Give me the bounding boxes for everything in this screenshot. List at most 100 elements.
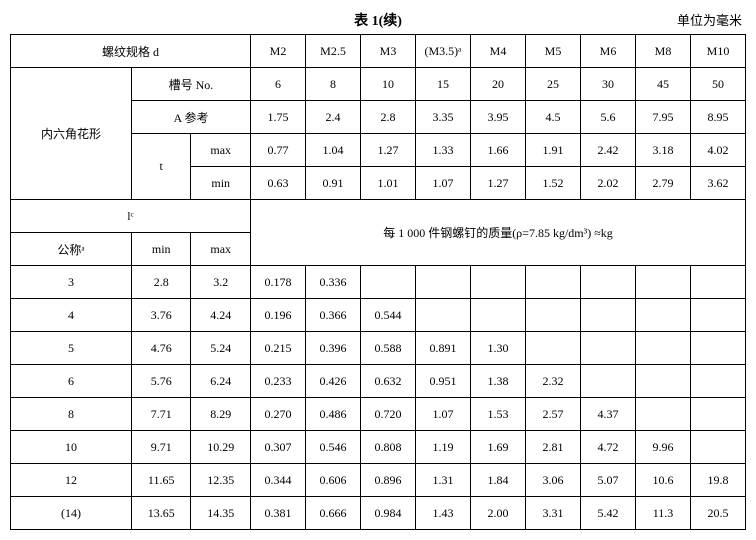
mass-val: 0.544: [361, 299, 416, 332]
mass-val: 0.720: [361, 398, 416, 431]
mass-val: [361, 266, 416, 299]
size-col: M4: [471, 35, 526, 68]
mass-val: [691, 299, 746, 332]
min-val: 13.65: [131, 497, 191, 530]
mass-val: 1.30: [471, 332, 526, 365]
nominal-val: (14): [11, 497, 132, 530]
slot-val: 8: [306, 68, 361, 101]
mass-val: 2.00: [471, 497, 526, 530]
mass-val: [636, 332, 691, 365]
t-min-val: 0.91: [306, 167, 361, 200]
mass-val: [471, 266, 526, 299]
mass-val: 19.8: [691, 464, 746, 497]
min-val: 9.71: [131, 431, 191, 464]
mass-val: 0.366: [306, 299, 361, 332]
thread-spec-header: 螺纹规格 d: [11, 35, 251, 68]
a-val: 4.5: [526, 101, 581, 134]
a-val: 1.75: [251, 101, 306, 134]
mass-val: 0.196: [251, 299, 306, 332]
max-val: 5.24: [191, 332, 251, 365]
t-max-label: max: [191, 134, 251, 167]
mass-val: [636, 365, 691, 398]
t-max-val: 2.42: [581, 134, 636, 167]
a-val: 3.95: [471, 101, 526, 134]
slot-val: 20: [471, 68, 526, 101]
mass-val: 3.31: [526, 497, 581, 530]
mass-val: 4.72: [581, 431, 636, 464]
lc-header: lᶜ: [11, 200, 251, 233]
nominal-val: 10: [11, 431, 132, 464]
mass-val: [691, 266, 746, 299]
slot-val: 50: [691, 68, 746, 101]
t-max-val: 1.04: [306, 134, 361, 167]
size-col: M10: [691, 35, 746, 68]
size-col: M3: [361, 35, 416, 68]
max-val: 3.2: [191, 266, 251, 299]
mass-val: [636, 398, 691, 431]
mass-val: [581, 299, 636, 332]
mass-val: 0.344: [251, 464, 306, 497]
max-val: 8.29: [191, 398, 251, 431]
mass-val: 3.06: [526, 464, 581, 497]
mass-val: [526, 332, 581, 365]
mass-val: 0.891: [416, 332, 471, 365]
size-col: M2.5: [306, 35, 361, 68]
a-val: 8.95: [691, 101, 746, 134]
mass-val: 4.37: [581, 398, 636, 431]
table-title: 表 1(续): [354, 10, 402, 30]
spec-table: 螺纹规格 dM2M2.5M3(M3.5)ᵃM4M5M6M8M10内六角花形槽号 …: [10, 34, 746, 530]
mass-val: [691, 332, 746, 365]
max-val: 14.35: [191, 497, 251, 530]
mass-val: 0.233: [251, 365, 306, 398]
mass-val: 0.307: [251, 431, 306, 464]
nominal-val: 12: [11, 464, 132, 497]
nominal-val: 5: [11, 332, 132, 365]
mass-val: 0.396: [306, 332, 361, 365]
hex-group: 内六角花形: [11, 68, 132, 200]
table-unit: 单位为毫米: [677, 10, 742, 29]
t-min-val: 2.02: [581, 167, 636, 200]
t-min-val: 1.27: [471, 167, 526, 200]
slot-no-label: 槽号 No.: [131, 68, 250, 101]
max-header: max: [191, 233, 251, 266]
mass-val: 1.53: [471, 398, 526, 431]
mass-val: 9.96: [636, 431, 691, 464]
t-min-val: 0.63: [251, 167, 306, 200]
a-val: 7.95: [636, 101, 691, 134]
mass-val: [691, 398, 746, 431]
slot-val: 6: [251, 68, 306, 101]
size-col: M5: [526, 35, 581, 68]
min-val: 11.65: [131, 464, 191, 497]
nominal-header: 公称ᵃ: [11, 233, 132, 266]
t-min-val: 2.79: [636, 167, 691, 200]
mass-val: 0.632: [361, 365, 416, 398]
a-ref-label: A 参考: [131, 101, 250, 134]
a-val: 5.6: [581, 101, 636, 134]
mass-val: 0.951: [416, 365, 471, 398]
t-max-val: 3.18: [636, 134, 691, 167]
max-val: 10.29: [191, 431, 251, 464]
mass-val: 10.6: [636, 464, 691, 497]
mass-val: 11.3: [636, 497, 691, 530]
slot-val: 15: [416, 68, 471, 101]
mass-val: 1.69: [471, 431, 526, 464]
mass-val: 2.32: [526, 365, 581, 398]
mass-val: 1.07: [416, 398, 471, 431]
mass-val: 1.19: [416, 431, 471, 464]
mass-val: [526, 299, 581, 332]
mass-val: 0.606: [306, 464, 361, 497]
size-col: (M3.5)ᵃ: [416, 35, 471, 68]
slot-val: 10: [361, 68, 416, 101]
mass-val: [526, 266, 581, 299]
mass-val: 20.5: [691, 497, 746, 530]
a-val: 3.35: [416, 101, 471, 134]
mass-val: 0.381: [251, 497, 306, 530]
t-label: t: [131, 134, 191, 200]
mass-caption: 每 1 000 件钢螺钉的质量(ρ=7.85 kg/dm³) ≈kg: [251, 200, 746, 266]
mass-val: [691, 365, 746, 398]
mass-val: [471, 299, 526, 332]
t-min-val: 1.01: [361, 167, 416, 200]
mass-val: [581, 266, 636, 299]
mass-val: 0.546: [306, 431, 361, 464]
mass-val: [636, 266, 691, 299]
